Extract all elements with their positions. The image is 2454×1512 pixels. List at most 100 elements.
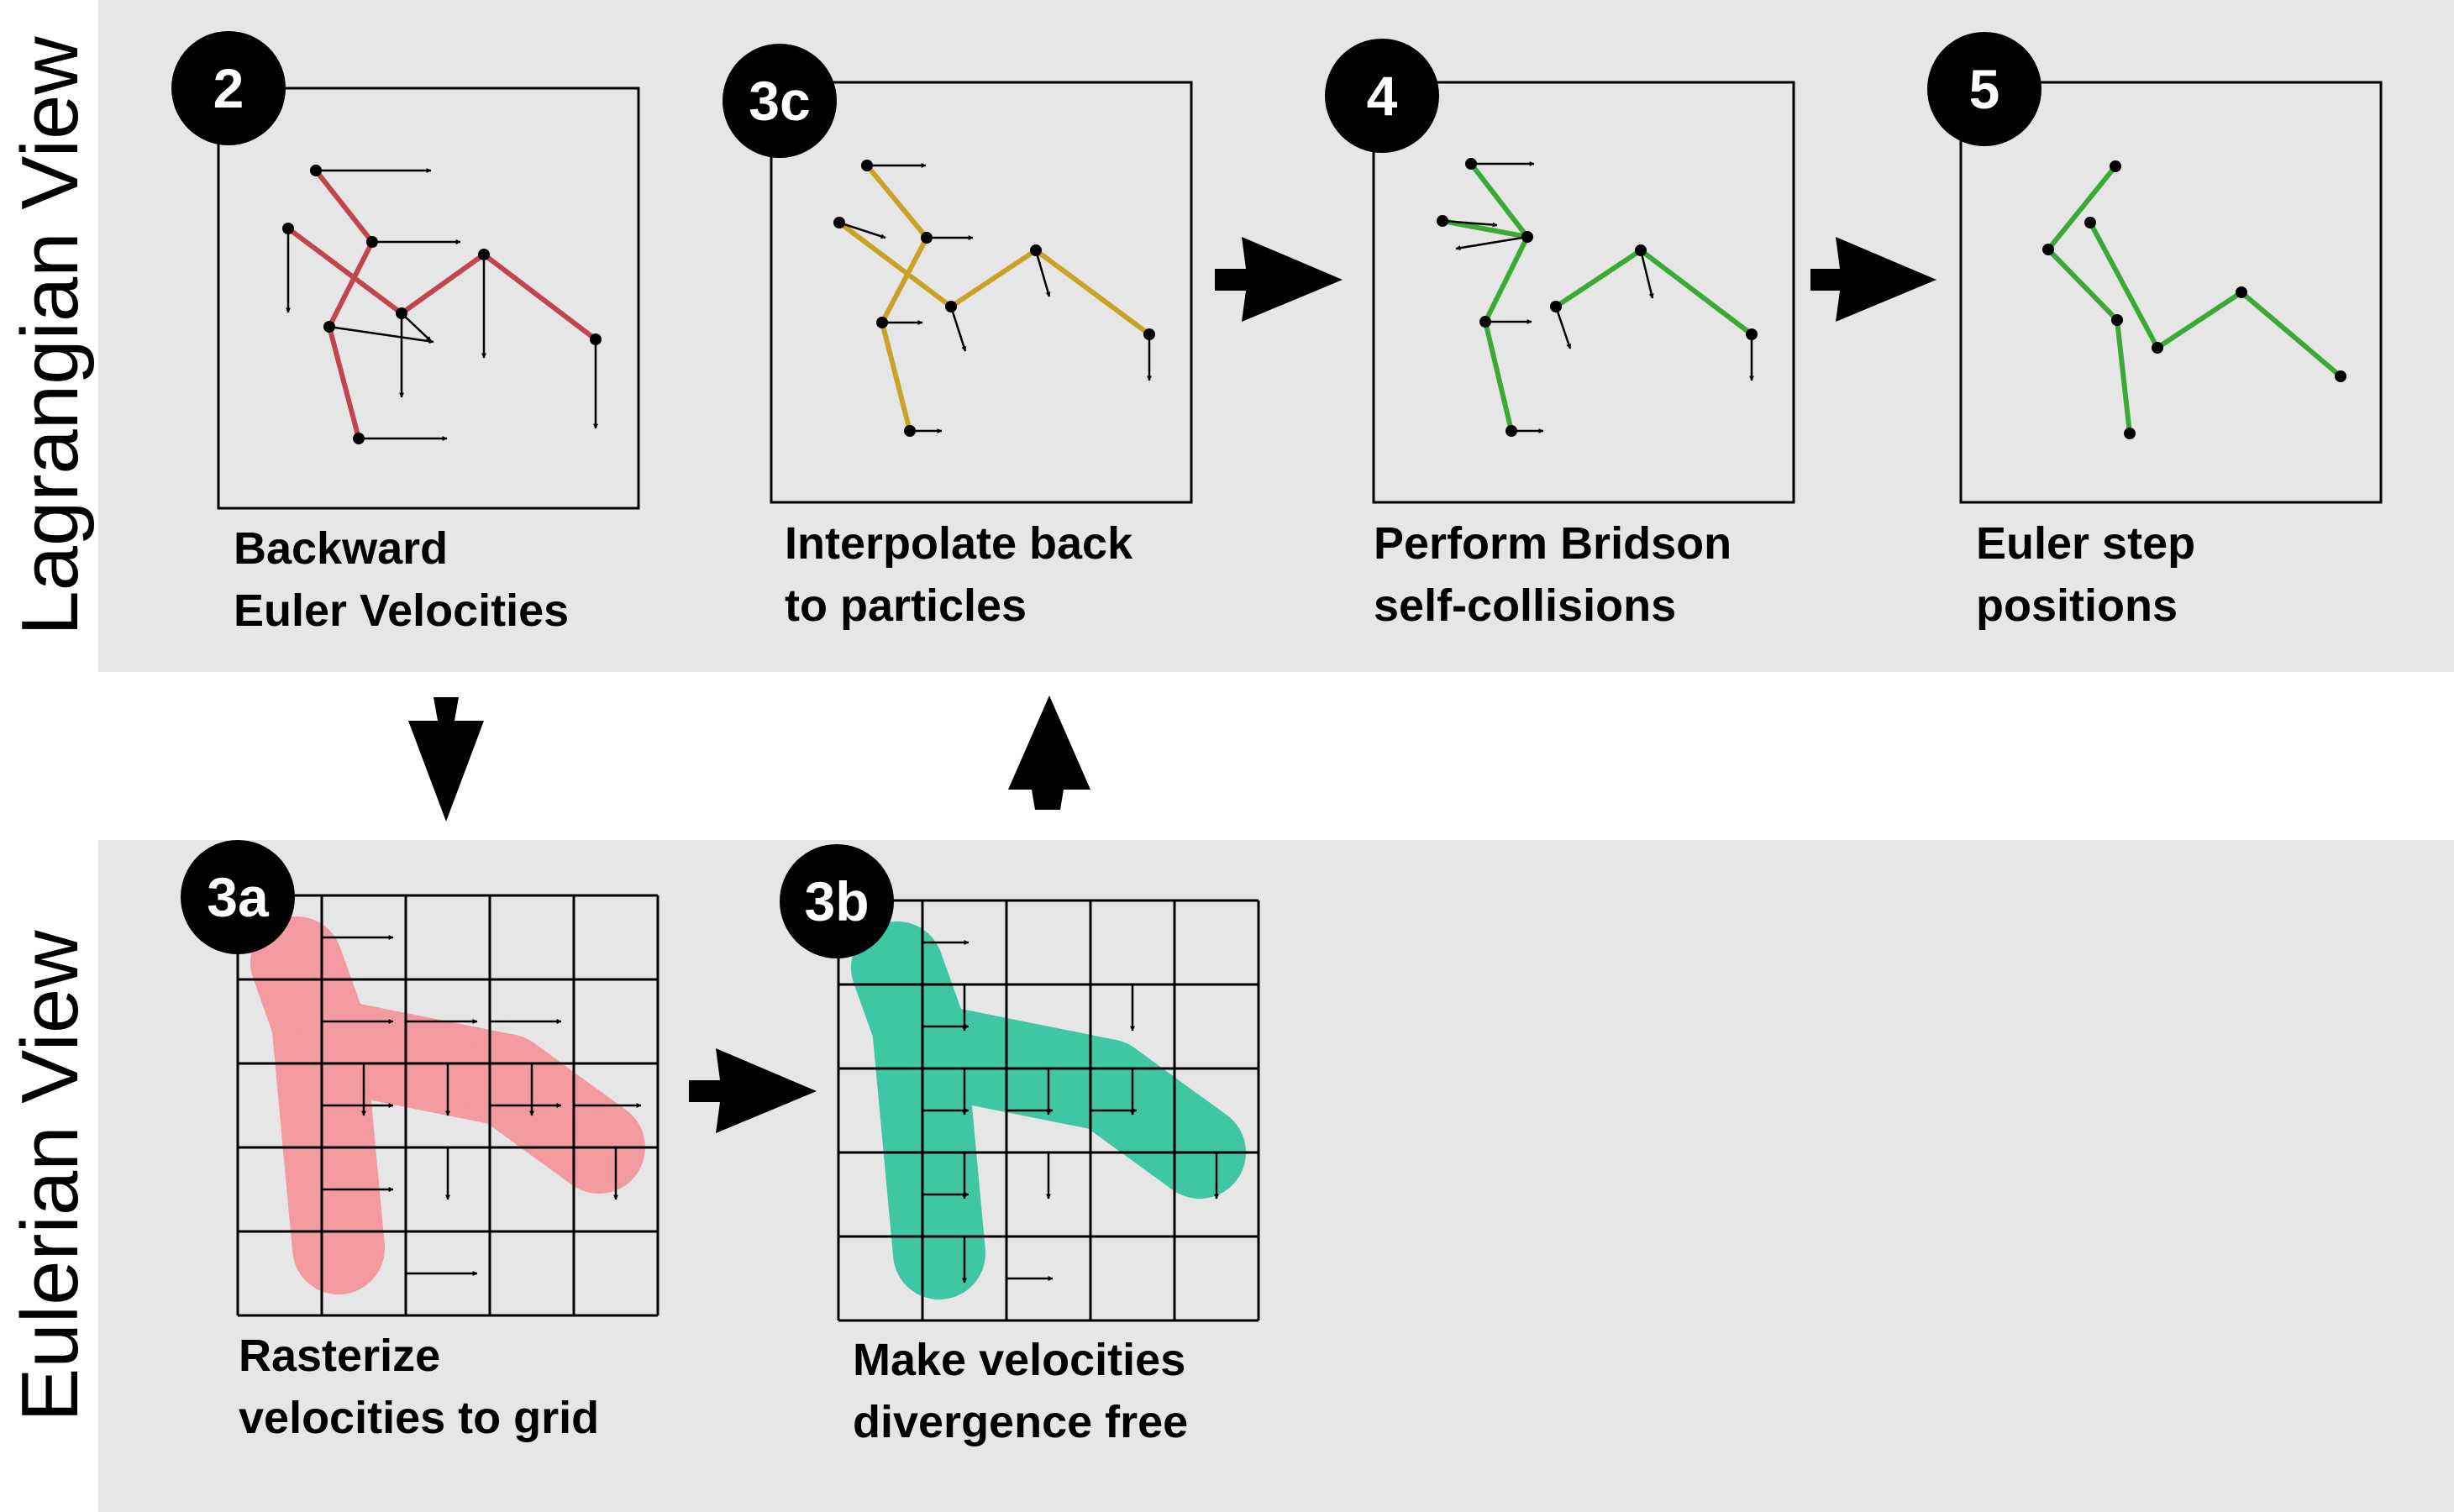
step-badge-2: 2 bbox=[171, 31, 286, 145]
velocity-arrow bbox=[1442, 219, 1498, 228]
skeleton-edge bbox=[399, 252, 486, 316]
lagrangian-panel bbox=[98, 0, 2454, 672]
step-3b-label-line2: divergence free bbox=[853, 1397, 1188, 1447]
svg-text:3a: 3a bbox=[207, 866, 270, 928]
velocity-arrow bbox=[401, 312, 432, 342]
particle bbox=[945, 301, 957, 312]
flow-arrow-4-to-5-right bbox=[1810, 237, 1936, 322]
particle bbox=[861, 160, 873, 171]
flow-arrow-3b-to-3c-up bbox=[1008, 696, 1090, 810]
svg-text:3c: 3c bbox=[749, 70, 810, 132]
particle bbox=[323, 321, 335, 333]
step-2-label-line1: Backward bbox=[234, 523, 448, 574]
eulerian-view-label: Eulerian View bbox=[5, 930, 95, 1422]
frame-step-3c bbox=[770, 81, 1193, 504]
skeleton-edge bbox=[880, 320, 912, 433]
particle bbox=[2236, 286, 2247, 298]
particle bbox=[2111, 314, 2123, 326]
skeleton-edge bbox=[1638, 248, 1754, 337]
skeleton-edge bbox=[837, 220, 954, 309]
particle bbox=[366, 236, 378, 248]
velocity-arrow bbox=[1639, 249, 1654, 299]
skeleton-edge bbox=[1483, 234, 1530, 324]
particle bbox=[2124, 428, 2136, 439]
svg-text:4: 4 bbox=[1367, 65, 1398, 127]
skeleton-edge bbox=[864, 163, 929, 240]
particle bbox=[2110, 160, 2121, 172]
grid-divergence-free-velocities bbox=[837, 899, 1260, 1322]
step-badge-5: 5 bbox=[1927, 32, 2041, 146]
velocity-arrow bbox=[1034, 249, 1051, 297]
skeleton-edge bbox=[948, 248, 1038, 309]
particle bbox=[478, 249, 490, 260]
skeleton-edge bbox=[481, 252, 598, 342]
particle bbox=[921, 232, 933, 244]
particle bbox=[2335, 370, 2346, 382]
particle bbox=[1143, 328, 1155, 340]
velocity-arrow bbox=[838, 221, 886, 239]
particle-skeleton-green-positions bbox=[2042, 160, 2346, 439]
particle-skeleton-yellow bbox=[833, 160, 1155, 437]
particle bbox=[1506, 425, 1517, 437]
skeleton-edge bbox=[327, 324, 361, 441]
frame-step-4 bbox=[1372, 81, 1795, 504]
grid-rasterized-velocities bbox=[236, 894, 659, 1317]
svg-text:2: 2 bbox=[213, 57, 244, 119]
particle bbox=[1550, 301, 1562, 312]
step-badge-3c: 3c bbox=[723, 44, 837, 158]
skeleton-edge bbox=[327, 239, 375, 329]
svg-text:5: 5 bbox=[1969, 58, 2000, 120]
particle bbox=[1437, 215, 1448, 227]
step-3b-label-line1: Make velocities bbox=[853, 1335, 1185, 1385]
step-badge-3a: 3a bbox=[181, 840, 295, 954]
skeleton-edge bbox=[1033, 248, 1152, 337]
skeleton-edge bbox=[313, 168, 375, 244]
frame-step-2 bbox=[217, 87, 640, 510]
velocity-arrow bbox=[949, 306, 967, 352]
particle bbox=[396, 307, 407, 319]
skeleton-edge bbox=[2088, 220, 2160, 350]
flow-arrow-2-to-3a-down bbox=[408, 697, 484, 822]
particle-skeleton-red bbox=[282, 165, 602, 444]
flow-arrow-2-to-4-right bbox=[1215, 237, 1343, 322]
particle bbox=[590, 333, 602, 345]
lagrangian-view-label: Lagrangian View bbox=[5, 36, 95, 636]
particle bbox=[833, 217, 845, 228]
step-4-label-line2: self-collisions bbox=[1374, 580, 1676, 631]
step-badge-3b: 3b bbox=[780, 844, 894, 958]
particle bbox=[2042, 244, 2054, 255]
particle bbox=[2152, 342, 2163, 354]
particle bbox=[1521, 231, 1533, 243]
step-5-label-line2: positions bbox=[1976, 580, 2178, 631]
particle bbox=[2084, 217, 2096, 228]
velocity-arrow bbox=[328, 325, 434, 344]
particle bbox=[1635, 244, 1647, 256]
step-2-label-line2: Euler Velocities bbox=[234, 585, 569, 636]
svg-text:3b: 3b bbox=[804, 870, 869, 932]
frame-step-5 bbox=[1959, 81, 2383, 504]
step-3c-label-line2: to particles bbox=[785, 580, 1027, 631]
skeleton-edge bbox=[1440, 218, 1530, 239]
skeleton-edge bbox=[1553, 248, 1643, 309]
skeleton-edge bbox=[2046, 247, 2120, 323]
particle bbox=[1030, 244, 1042, 256]
step-3c-label-line1: Interpolate back bbox=[785, 518, 1133, 569]
skeleton-edge bbox=[1483, 319, 1514, 433]
skeleton-edge bbox=[2115, 318, 2132, 436]
velocity-arrow bbox=[1455, 235, 1528, 251]
particle bbox=[1746, 328, 1758, 340]
step-4-label-line1: Perform Bridson bbox=[1374, 518, 1731, 569]
particle bbox=[310, 165, 322, 176]
skeleton-edge bbox=[286, 226, 404, 316]
step-5-label-line1: Euler step bbox=[1976, 518, 2195, 569]
skeleton-edge bbox=[1469, 161, 1530, 239]
particle bbox=[876, 317, 888, 328]
skeleton-edge bbox=[2155, 290, 2244, 350]
skeleton-edge bbox=[880, 235, 929, 325]
particle bbox=[282, 223, 294, 234]
particle bbox=[353, 433, 365, 444]
particle bbox=[1479, 316, 1491, 328]
particle bbox=[904, 425, 916, 437]
particle bbox=[1465, 158, 1477, 170]
